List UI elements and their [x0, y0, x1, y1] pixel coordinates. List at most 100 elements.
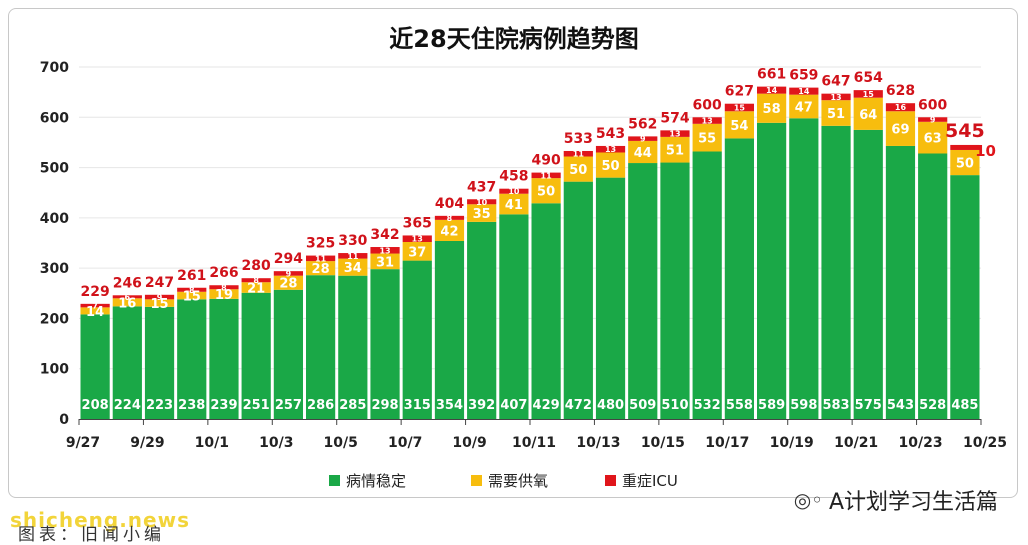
bar-total-label: 647	[821, 74, 850, 90]
bar-value-label: 55	[698, 132, 716, 147]
bar-segment	[144, 306, 175, 419]
bar-total-label: 280	[242, 258, 271, 274]
bar-segment	[370, 269, 400, 419]
bar-segment	[241, 278, 271, 283]
bar-total-label: 533	[564, 131, 593, 147]
bar-segment	[660, 162, 690, 420]
bar-segment	[273, 271, 303, 276]
bar-value-label: 480	[597, 398, 624, 413]
bar-value-label: 9	[286, 269, 292, 278]
bar-segment	[434, 219, 465, 241]
bar-segment	[757, 93, 787, 123]
bar-segment	[209, 289, 239, 299]
legend-label: 需要供氧	[488, 472, 548, 490]
bar-segment	[112, 306, 142, 419]
bar-segment	[112, 298, 142, 307]
x-axis: 9/27 9/29 10/1 10/3 10/5 10/7 10/9 10/11 10/13 10…	[66, 419, 1007, 451]
x-tick-label: 10/21	[834, 435, 878, 451]
bar-segment	[853, 129, 883, 419]
bar-value-label: 50	[956, 157, 974, 172]
bar-total-label: 294	[274, 251, 303, 267]
x-tick-label: 10/25	[963, 435, 1007, 451]
bar-total-label: 490	[531, 153, 560, 169]
bar-segment	[177, 287, 207, 292]
bar-segment	[209, 285, 239, 290]
y-tick-label: 700	[40, 60, 69, 76]
x-tick-label: 10/17	[705, 435, 749, 451]
x-tick-label: 10/19	[770, 435, 814, 451]
bar-segment	[563, 156, 593, 182]
bar-total-label: 365	[403, 215, 432, 231]
bar-total-label: 628	[886, 83, 915, 99]
bar-value-label: 35	[473, 207, 491, 222]
bar-segment	[724, 111, 754, 139]
bar-value-label: 51	[827, 107, 845, 122]
bar-value-label: 558	[726, 398, 753, 413]
bar-total-label: 627	[725, 84, 754, 100]
bar-value-label: 9	[640, 135, 646, 144]
bar-value-label: 42	[440, 224, 458, 239]
bar-segment	[595, 152, 626, 178]
bar-segment	[338, 253, 368, 259]
x-tick-label: 9/27	[66, 435, 100, 451]
bar-segment	[306, 255, 336, 262]
bar-segment	[918, 153, 948, 419]
bar-total-label: 330	[338, 233, 367, 249]
bar-value-label: 9	[930, 116, 936, 125]
bar-segment	[757, 122, 787, 420]
bar-segment	[821, 93, 851, 101]
bar-value-label: 14	[86, 305, 104, 320]
bar-segment	[950, 144, 980, 150]
bar-value-label: 13	[830, 93, 841, 102]
bar-value-label: 69	[891, 123, 909, 138]
x-tick-label: 10/11	[512, 435, 556, 451]
bar-segment	[80, 314, 110, 419]
y-tick-label: 300	[40, 261, 69, 277]
bar-value-label: 392	[468, 398, 495, 413]
bar-total-label: 543	[596, 126, 625, 142]
bar-value-label: 16	[118, 296, 136, 311]
bar-total-label: 545	[945, 120, 985, 142]
bar-value-label: 15	[150, 297, 168, 312]
bar-segment	[177, 299, 207, 419]
bars	[80, 86, 980, 420]
bar-value-label: 239	[210, 398, 237, 413]
bar-total-label: 342	[370, 227, 399, 243]
bar-value-label: 47	[795, 100, 813, 115]
bar-value-label: 21	[247, 282, 265, 297]
bar-segment	[950, 149, 980, 176]
bar-segment	[660, 130, 690, 137]
bar-segment	[434, 240, 465, 419]
bar-segment	[692, 151, 722, 420]
x-tick-label: 10/5	[324, 435, 358, 451]
chart-frame: 近28天住院病例趋势图 0 100 200 300 400 500 600 700 208 14…	[8, 8, 1018, 498]
chart-caption: 图表：旧闻小编	[18, 525, 165, 545]
bar-value-label: 528	[919, 398, 946, 413]
bar-total-label: 261	[177, 268, 206, 284]
bar-value-label: 298	[371, 398, 398, 413]
bar-total-label: 600	[693, 97, 722, 113]
bar-segment	[595, 145, 626, 153]
bar-segment	[885, 145, 916, 419]
bar-segment	[531, 178, 561, 204]
bar-segment	[563, 181, 593, 419]
bar-segment	[402, 241, 432, 261]
bar-value-label: 354	[436, 398, 463, 413]
bar-value-label: 34	[344, 261, 362, 276]
bar-segment	[595, 177, 626, 419]
wechat-account-name: A计划学习生活篇	[828, 490, 998, 515]
legend-swatch	[329, 475, 340, 486]
bar-segment	[338, 258, 368, 276]
bar-total-label: 661	[757, 67, 786, 83]
y-tick-label: 500	[40, 161, 69, 177]
wechat-icon: ◎◦	[793, 488, 823, 512]
bar-segment	[628, 140, 658, 164]
bar-value-label: 13	[702, 117, 713, 126]
x-tick-label: 10/23	[899, 435, 943, 451]
bar-value-label: 285	[339, 398, 366, 413]
bar-segment	[628, 163, 658, 419]
legend-swatch	[471, 475, 482, 486]
bar-total-label: 600	[918, 97, 947, 113]
bar-value-label: 13	[605, 145, 616, 154]
bar-segment	[628, 136, 658, 141]
